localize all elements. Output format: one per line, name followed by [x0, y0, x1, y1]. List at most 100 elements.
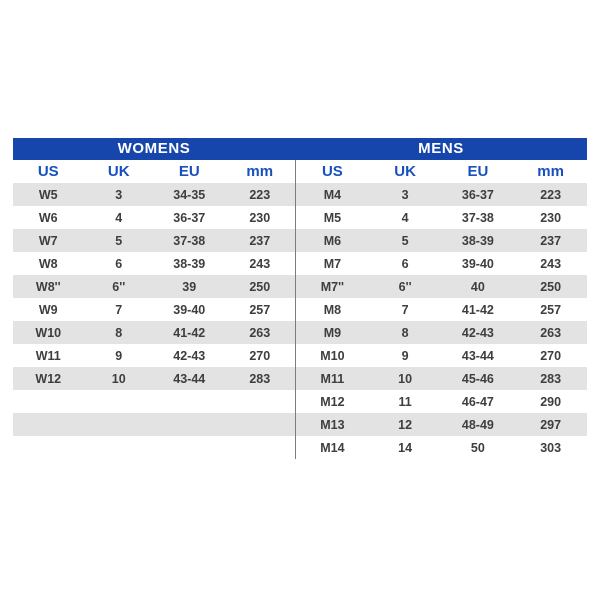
table-row: M7'' 6'' 40 250	[296, 275, 587, 298]
cell-uk: 6	[401, 256, 409, 271]
cell-us: M5	[323, 210, 342, 225]
cell-eu: 39	[182, 279, 197, 294]
cell-uk: 9	[115, 348, 123, 363]
cell-eu: 41-42	[461, 302, 494, 317]
table-row: M5 4 37-38 230	[296, 206, 587, 229]
table-row: M11 10 45-46 283	[296, 367, 587, 390]
cell-us: M13	[320, 417, 345, 432]
cell-us: M8	[323, 302, 342, 317]
womens-col-header-eu: EU	[154, 160, 225, 183]
cell-mm: 250	[540, 279, 562, 294]
cell-us: W7	[38, 233, 58, 248]
cell-uk: 10	[398, 371, 413, 386]
cell-us: M9	[323, 325, 342, 340]
cell-uk: 4	[401, 210, 409, 225]
cell-eu: 39-40	[173, 302, 206, 317]
table-row: M10 9 43-44 270	[296, 344, 587, 367]
cell-uk: 12	[398, 417, 413, 432]
table-row: M9 8 42-43 263	[296, 321, 587, 344]
cell-eu: 50	[470, 440, 485, 455]
cell-eu: 46-47	[461, 394, 494, 409]
mens-table: US UK EU mm M4 3 36-37 223 M5	[295, 160, 587, 459]
cell-us: M4	[323, 187, 342, 202]
table-row: M4 3 36-37 223	[296, 183, 587, 206]
cell-eu: 42-43	[173, 348, 206, 363]
cell-mm: 243	[540, 256, 562, 271]
table-row: W11 9 42-43 270	[13, 344, 295, 367]
cell-us: W6	[38, 210, 58, 225]
cell-mm: 230	[540, 210, 562, 225]
table-row: W10 8 41-42 263	[13, 321, 295, 344]
mens-column-header-row: US UK EU mm	[296, 160, 587, 183]
cell-uk: 7	[115, 302, 123, 317]
table-row: M6 5 38-39 237	[296, 229, 587, 252]
cell-us: M12	[320, 394, 345, 409]
cell-uk: 3	[401, 187, 409, 202]
womens-table: US UK EU mm W5 3 34-35 223 W6	[13, 160, 295, 459]
cell-eu: 39-40	[461, 256, 494, 271]
mens-section-title: MENS	[418, 140, 464, 157]
cell-eu: 48-49	[461, 417, 494, 432]
cell-mm: 237	[249, 233, 271, 248]
cell-uk: 9	[401, 348, 409, 363]
cell-eu: 37-38	[461, 210, 494, 225]
cell-mm: 263	[540, 325, 562, 340]
cell-uk: 14	[398, 440, 413, 455]
cell-mm: 263	[249, 325, 271, 340]
cell-mm: 230	[249, 210, 271, 225]
table-row: M14 14 50 303	[296, 436, 587, 459]
cell-us: M11	[320, 371, 345, 386]
cell-mm: 283	[540, 371, 562, 386]
cell-mm: 257	[249, 302, 271, 317]
table-row: M12 11 46-47 290	[296, 390, 587, 413]
cell-mm: 270	[540, 348, 562, 363]
cell-us: W10	[35, 325, 62, 340]
cell-eu: 41-42	[173, 325, 206, 340]
table-row: W5 3 34-35 223	[13, 183, 295, 206]
cell-uk: 11	[398, 394, 412, 409]
cell-uk: 7	[401, 302, 409, 317]
cell-uk: 4	[115, 210, 123, 225]
cell-eu: 45-46	[461, 371, 494, 386]
table-row: M13 12 48-49 297	[296, 413, 587, 436]
cell-eu: 37-38	[173, 233, 206, 248]
cell-us: M10	[320, 348, 345, 363]
cell-mm: 297	[540, 417, 562, 432]
cell-mm: 243	[249, 256, 271, 271]
cell-mm: 303	[540, 440, 562, 455]
cell-eu: 40	[470, 279, 485, 294]
cell-mm: 283	[249, 371, 271, 386]
mens-col-header-eu: EU	[441, 160, 515, 183]
cell-eu: 36-37	[461, 187, 494, 202]
cell-uk: 10	[111, 371, 126, 386]
cell-eu: 34-35	[173, 187, 206, 202]
empty-row	[13, 436, 295, 459]
empty-row	[13, 413, 295, 436]
table-row: W7 5 37-38 237	[13, 229, 295, 252]
cell-us: W9	[38, 302, 58, 317]
cell-mm: 237	[540, 233, 562, 248]
cell-mm: 290	[540, 394, 562, 409]
table-row: W8'' 6'' 39 250	[13, 275, 295, 298]
cell-eu: 38-39	[461, 233, 494, 248]
table-row: M7 6 39-40 243	[296, 252, 587, 275]
table-row: W8 6 38-39 243	[13, 252, 295, 275]
womens-col-header-us: US	[13, 160, 84, 183]
womens-section-title: WOMENS	[117, 140, 191, 157]
cell-mm: 257	[540, 302, 562, 317]
cell-uk: 3	[115, 187, 123, 202]
cell-us: M14	[320, 440, 345, 455]
section-header-band: WOMENS MENS	[13, 138, 587, 160]
mens-col-header-mm: mm	[514, 160, 587, 183]
cell-eu: 42-43	[461, 325, 494, 340]
cell-uk: 6''	[398, 279, 412, 294]
cell-mm: 223	[540, 187, 562, 202]
cell-mm: 270	[249, 348, 271, 363]
cell-mm: 250	[249, 279, 271, 294]
cell-mm: 223	[249, 187, 271, 202]
cell-uk: 5	[115, 233, 123, 248]
cell-us: M6	[323, 233, 342, 248]
mens-col-header-us: US	[296, 160, 369, 183]
mens-col-header-uk: UK	[368, 160, 442, 183]
cell-us: W5	[38, 187, 58, 202]
